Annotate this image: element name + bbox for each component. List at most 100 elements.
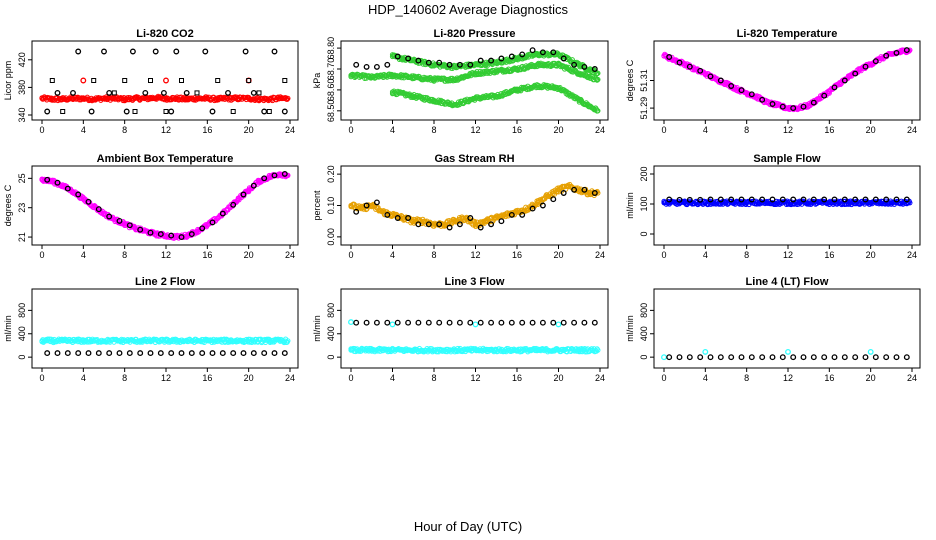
- data-point: [728, 196, 735, 203]
- data-point: [250, 182, 257, 189]
- data-point: [225, 206, 231, 212]
- data-point: [550, 319, 557, 326]
- series-3: [353, 319, 598, 326]
- x-tick-label: 24: [595, 125, 605, 135]
- data-point: [188, 350, 195, 357]
- plot-frame: [340, 288, 609, 369]
- data-point: [379, 209, 385, 215]
- data-point: [555, 62, 562, 68]
- x-tick-label: 8: [431, 250, 436, 260]
- x-tick-label: 16: [512, 250, 522, 260]
- x-tick-label: 12: [783, 373, 793, 383]
- data-point: [446, 224, 453, 231]
- data-point: [425, 221, 432, 228]
- data-point: [477, 319, 484, 326]
- data-point: [348, 72, 354, 78]
- data-point: [775, 102, 781, 108]
- data-point: [436, 59, 443, 66]
- data-point: [483, 218, 489, 224]
- data-point: [179, 78, 184, 83]
- data-point: [405, 55, 412, 62]
- data-point: [389, 72, 396, 78]
- data-point: [806, 200, 812, 206]
- data-point: [163, 338, 169, 344]
- panel-7: Line 2 Flow 0 4 8 12 16 20 24 0 400 800 ml/min: [3, 276, 299, 383]
- plot-frame: [653, 288, 921, 369]
- data-point: [883, 354, 890, 361]
- data-point: [394, 215, 401, 221]
- data-point: [204, 95, 210, 102]
- y-tick-label: 400: [17, 326, 27, 341]
- data-point: [126, 222, 133, 229]
- data-point: [519, 319, 526, 326]
- data-point: [250, 89, 257, 96]
- data-point: [539, 49, 546, 56]
- data-point: [163, 109, 169, 114]
- data-point: [571, 186, 578, 193]
- data-point: [498, 55, 505, 62]
- data-point: [284, 96, 290, 102]
- data-point: [246, 95, 252, 102]
- x-tick-label: 24: [285, 125, 295, 135]
- data-point: [779, 103, 786, 110]
- y-tick-label: 25: [17, 173, 27, 183]
- data-point: [550, 196, 557, 203]
- data-point: [452, 347, 458, 353]
- x-tick-label: 0: [661, 373, 666, 383]
- series-2: [348, 60, 601, 84]
- x-tick-label: 16: [824, 373, 834, 383]
- data-point: [281, 108, 288, 115]
- data-point: [759, 96, 766, 103]
- plot-frame: [653, 165, 921, 246]
- y-axis-label: degrees C: [625, 59, 635, 101]
- data-point: [676, 196, 683, 203]
- data-point: [111, 95, 117, 102]
- data-point: [281, 350, 288, 357]
- series-1: [348, 181, 601, 229]
- data-point: [95, 206, 102, 213]
- data-point: [256, 90, 262, 96]
- data-point: [363, 63, 370, 70]
- data-point: [587, 190, 593, 196]
- data-point: [142, 95, 148, 102]
- data-point: [868, 61, 874, 67]
- data-point: [472, 95, 479, 101]
- data-point: [754, 94, 760, 100]
- data-point: [225, 95, 231, 102]
- data-point: [389, 53, 396, 60]
- data-point: [235, 95, 241, 102]
- data-point: [163, 233, 169, 239]
- data-point: [91, 96, 97, 102]
- data-point: [581, 63, 588, 70]
- data-point: [524, 206, 531, 212]
- data-point: [477, 57, 484, 64]
- y-axis-label: ml/min: [625, 315, 635, 342]
- data-point: [800, 354, 807, 361]
- data-point: [488, 319, 495, 326]
- data-point: [514, 209, 520, 215]
- data-point: [405, 215, 412, 221]
- data-point: [769, 101, 776, 107]
- data-point: [790, 196, 797, 203]
- data-point: [111, 216, 117, 222]
- data-point: [116, 350, 123, 357]
- data-point: [493, 60, 499, 66]
- series-2: [44, 350, 288, 357]
- data-point: [425, 59, 432, 66]
- data-point: [215, 96, 221, 102]
- data-point: [215, 78, 221, 83]
- x-tick-label: 12: [783, 250, 793, 260]
- data-point: [769, 354, 776, 361]
- data-point: [893, 196, 900, 203]
- data-point: [129, 48, 136, 55]
- data-point: [676, 354, 683, 361]
- data-point: [271, 350, 278, 357]
- y-axis-label: percent: [312, 190, 322, 221]
- x-tick-label: 12: [161, 125, 171, 135]
- data-point: [826, 200, 832, 206]
- panel-title: Gas Stream RH: [434, 153, 514, 165]
- data-point: [111, 90, 117, 96]
- data-point: [666, 196, 673, 203]
- data-point: [436, 319, 443, 326]
